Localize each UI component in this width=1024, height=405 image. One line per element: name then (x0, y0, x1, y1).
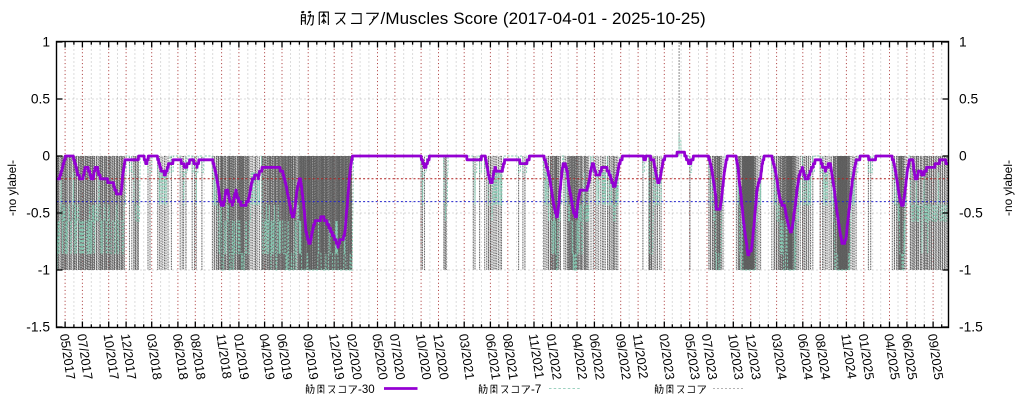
svg-text:-1: -1 (959, 263, 971, 278)
svg-text:08/2018: 08/2018 (187, 333, 209, 381)
svg-text:02/2020: 02/2020 (344, 333, 366, 381)
svg-text:-1.5: -1.5 (26, 320, 50, 335)
svg-text:10/2020: 10/2020 (413, 333, 435, 381)
svg-text:01/2025: 01/2025 (856, 333, 878, 381)
svg-text:1: 1 (42, 35, 50, 50)
svg-text:10/2017: 10/2017 (101, 333, 123, 381)
svg-text:08/2024: 08/2024 (812, 333, 834, 381)
svg-text:11/2021: 11/2021 (526, 333, 548, 380)
svg-text:-0.5: -0.5 (959, 206, 983, 221)
svg-text:0.5: 0.5 (31, 92, 51, 107)
svg-text:0: 0 (959, 149, 967, 164)
svg-text:06/2018: 06/2018 (170, 333, 192, 381)
svg-text:12/2020: 12/2020 (430, 333, 452, 381)
svg-text:11/2018: 11/2018 (213, 333, 235, 380)
svg-text:07/2023: 07/2023 (699, 333, 721, 381)
svg-text:05/2020: 05/2020 (369, 333, 391, 381)
svg-text:06/2024: 06/2024 (795, 333, 817, 381)
svg-text:05/2017: 05/2017 (57, 333, 79, 381)
svg-text:09/2025: 09/2025 (925, 333, 947, 381)
svg-text:0.5: 0.5 (959, 92, 979, 107)
svg-text:07/2017: 07/2017 (74, 333, 96, 381)
svg-text:03/2021: 03/2021 (456, 333, 478, 381)
svg-text:-7: -7 (531, 384, 541, 396)
svg-text:0: 0 (42, 149, 50, 164)
svg-text:-30: -30 (358, 384, 375, 396)
svg-text:/Muscles Score (2017-04-01 - 2: /Muscles Score (2017-04-01 - 2025-10-25) (381, 9, 706, 28)
svg-text:11/2022: 11/2022 (630, 333, 652, 380)
svg-text:12/2017: 12/2017 (118, 333, 140, 381)
svg-text:-0.5: -0.5 (26, 206, 50, 221)
svg-text:10/2023: 10/2023 (725, 333, 747, 381)
svg-text:04/2025: 04/2025 (881, 333, 903, 381)
svg-text:07/2020: 07/2020 (387, 333, 409, 381)
svg-text:05/2023: 05/2023 (682, 333, 704, 381)
svg-text:09/2022: 09/2022 (613, 333, 635, 381)
svg-text:09/2019: 09/2019 (300, 333, 322, 381)
svg-text:04/2022: 04/2022 (569, 333, 591, 381)
svg-text:06/2021: 06/2021 (482, 333, 504, 381)
svg-text:1: 1 (959, 35, 967, 50)
svg-text:11/2024: 11/2024 (838, 333, 860, 380)
svg-text:-no ylabel-: -no ylabel- (1001, 160, 1015, 216)
svg-text:03/2018: 03/2018 (144, 333, 166, 381)
svg-text:02/2023: 02/2023 (656, 333, 678, 381)
svg-text:03/2024: 03/2024 (768, 333, 790, 381)
svg-text:06/2022: 06/2022 (586, 333, 608, 381)
svg-text:01/2022: 01/2022 (543, 333, 565, 381)
svg-text:08/2021: 08/2021 (500, 333, 522, 381)
svg-text:-1: -1 (38, 263, 50, 278)
svg-text:04/2019: 04/2019 (256, 333, 278, 381)
svg-text:06/2025: 06/2025 (899, 333, 921, 381)
svg-text:-no ylabel-: -no ylabel- (5, 160, 19, 216)
svg-text:12/2023: 12/2023 (743, 333, 765, 381)
svg-text:-1.5: -1.5 (959, 320, 983, 335)
svg-text:12/2019: 12/2019 (326, 333, 348, 381)
svg-text:01/2019: 01/2019 (231, 333, 253, 381)
svg-text:06/2019: 06/2019 (274, 333, 296, 381)
